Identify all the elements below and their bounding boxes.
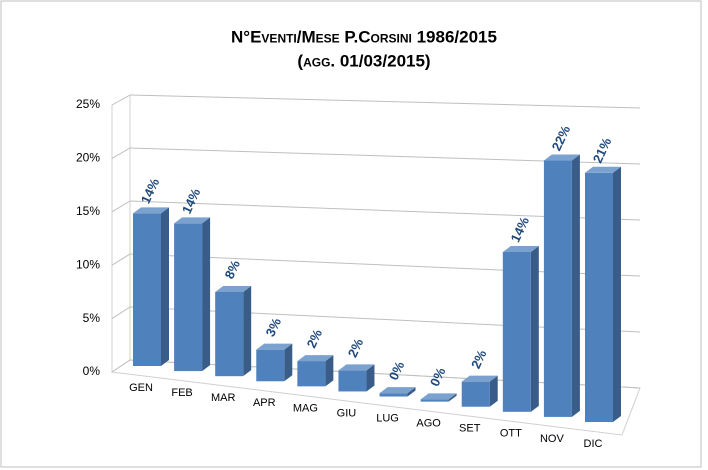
bar-top [338, 364, 375, 371]
bar [502, 251, 531, 412]
value-label: 3% [263, 315, 285, 339]
bar-side [243, 285, 252, 377]
grid-line-side [111, 147, 131, 159]
value-label: 2% [468, 347, 490, 371]
value-label: 2% [304, 327, 326, 351]
x-tick-label: FEB [171, 387, 192, 399]
bar-side [161, 207, 169, 366]
value-label: 0% [386, 359, 408, 383]
y-tick-label: 0% [83, 364, 101, 378]
bar [379, 393, 408, 397]
bar [543, 160, 572, 417]
bar-side [530, 245, 539, 412]
x-tick-label: SET [459, 423, 481, 435]
bar-side [284, 343, 293, 382]
bar-side [613, 166, 621, 422]
x-tick-label: LUG [376, 412, 399, 424]
bar-top [461, 375, 498, 382]
bar-top [420, 393, 457, 400]
grid-line [129, 94, 641, 109]
x-tick-label: NOV [540, 433, 565, 445]
value-label: 2% [345, 336, 367, 360]
bar-side [407, 387, 416, 397]
x-tick-label: APR [253, 397, 276, 409]
bar-side [366, 364, 375, 392]
bar-top [256, 343, 293, 350]
chart-title: N°Eventi/Mese P.Corsini 1986/2015 [231, 27, 497, 46]
chart-subtitle: (agg. 01/03/2015) [297, 51, 430, 70]
bar-side [202, 217, 211, 372]
bar-top [379, 387, 416, 394]
x-tick-label: OTT [500, 428, 522, 440]
bar-side [571, 154, 580, 417]
bar-top [297, 355, 334, 362]
bar [585, 172, 613, 422]
x-tick-label: MAR [211, 392, 236, 404]
bar-top [502, 245, 539, 252]
bar [256, 349, 285, 382]
x-tick-label: MAG [293, 402, 318, 414]
bar-side [325, 355, 334, 387]
bar [461, 381, 490, 407]
bar-top [215, 285, 252, 292]
grid-line-side [111, 200, 131, 213]
y-tick-label: 10% [76, 257, 100, 271]
x-tick-label: GEN [129, 382, 153, 394]
bar [297, 361, 326, 387]
bar [133, 213, 161, 366]
value-label: 0% [427, 365, 449, 389]
x-tick-label: GIU [337, 407, 357, 419]
grid-line-side [111, 359, 131, 373]
grid-line-side [111, 253, 131, 266]
x-tick-label: AGO [416, 418, 441, 430]
bar-side [489, 375, 498, 407]
bar [420, 399, 449, 402]
y-tick-label: 5% [83, 311, 101, 325]
y-tick-label: 25% [76, 97, 100, 111]
bar-top [543, 154, 580, 161]
grid-line-side [111, 306, 131, 320]
grid-line-side [111, 94, 131, 106]
y-tick-label: 15% [76, 204, 100, 218]
bar-top [174, 217, 211, 224]
bar [338, 370, 367, 392]
bar-side [448, 393, 457, 402]
y-tick-label: 20% [76, 151, 100, 165]
bar-top [133, 207, 169, 214]
x-tick-label: DIC [584, 438, 603, 450]
bar [215, 291, 244, 377]
bar [174, 223, 203, 372]
bar-top [585, 166, 621, 173]
value-label: 8% [221, 257, 243, 281]
